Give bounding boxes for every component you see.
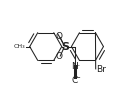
Text: Br: Br [96,65,106,74]
Text: CH₃: CH₃ [14,44,26,49]
Text: O: O [56,32,63,41]
Text: −: − [74,75,80,81]
Text: +: + [75,63,80,68]
Text: N: N [71,62,78,71]
Text: S: S [61,42,69,52]
Text: C: C [72,76,78,84]
Text: O: O [56,52,63,61]
